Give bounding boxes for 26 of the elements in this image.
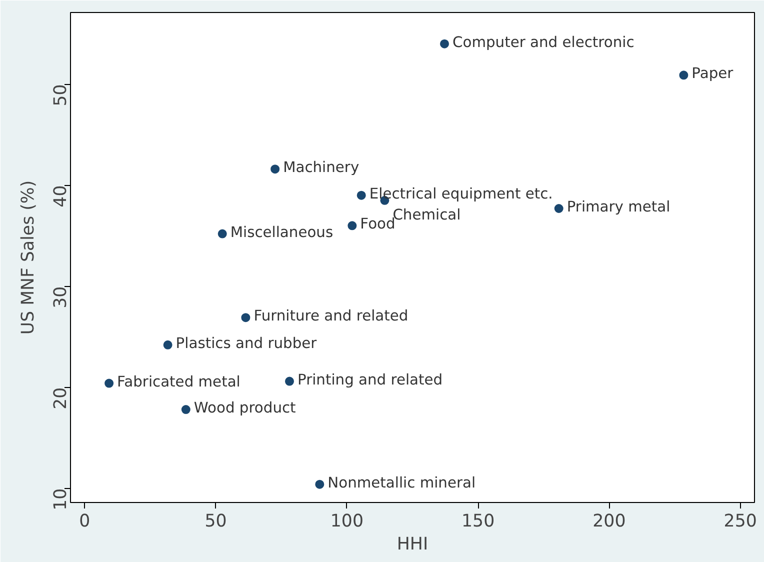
annotation: Primary metal [566, 198, 670, 216]
x-tick-label: 50 [204, 512, 227, 532]
y-tick-label: 10 [51, 488, 71, 510]
annotation: Nonmetallic mineral [328, 474, 476, 492]
annotation: Machinery [283, 159, 360, 176]
annotation: Wood product [194, 400, 296, 417]
annotation: Fabricated metal [117, 373, 240, 390]
annotation: Furniture and related [254, 308, 408, 325]
x-axis-title: HHI [396, 534, 428, 554]
x-tick-label: 0 [79, 512, 90, 532]
y-tick-label: 20 [51, 387, 71, 410]
annotation: Plastics and rubber [176, 334, 318, 352]
annotation: Paper [692, 65, 734, 82]
annotation: Printing and related [297, 371, 443, 388]
annotation: Miscellaneous [230, 224, 334, 241]
x-tick-label: 150 [462, 512, 495, 532]
y-axis-title: US MNF Sales (%) [18, 180, 38, 335]
annotation: Computer and electronic [452, 34, 634, 51]
x-tick-label: 100 [330, 512, 364, 532]
y-tick-label: 40 [51, 185, 71, 208]
y-tick-label: 50 [51, 84, 71, 106]
x-tick-label: 200 [592, 512, 626, 532]
annotation: Electrical equipment etc. [369, 185, 553, 202]
y-tick-label: 30 [51, 286, 71, 308]
annotation: Chemical [392, 206, 461, 224]
x-tick-label: 250 [724, 512, 757, 532]
